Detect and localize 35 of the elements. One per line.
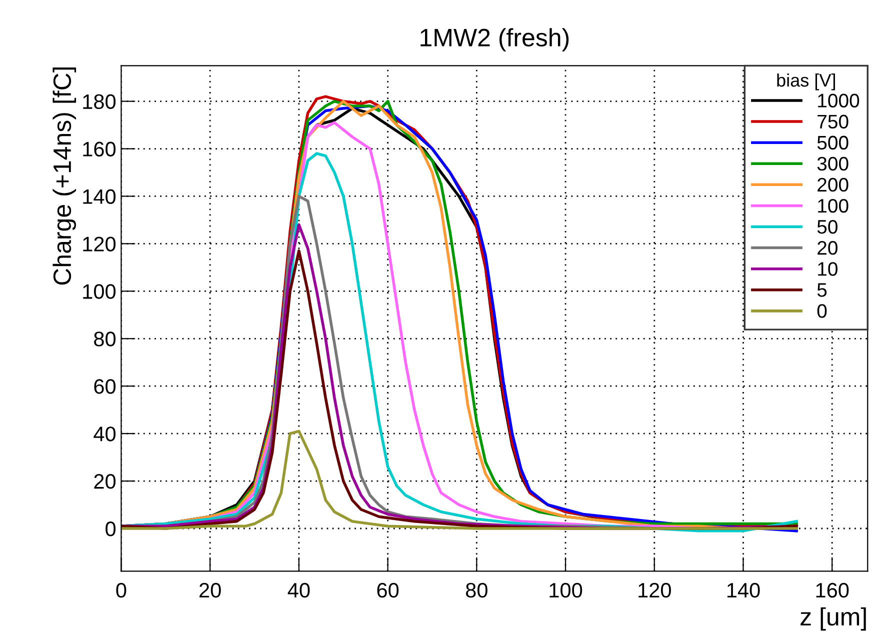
x-tick-label: 120 — [638, 582, 671, 598]
legend-label: 200 — [818, 178, 848, 192]
x-tick-label: 0 — [116, 582, 126, 598]
legend-label: 750 — [818, 114, 848, 129]
y-tick-label: 0 — [106, 522, 116, 536]
legend-label: 20 — [818, 241, 838, 255]
y-axis-title: Charge (+14ns) [fC] — [52, 67, 76, 285]
legend-label: 1000 — [818, 94, 860, 108]
line-series — [121, 430, 798, 530]
x-tick-label: 60 — [377, 582, 399, 598]
y-tick-label: 40 — [94, 426, 116, 442]
y-tick-label: 80 — [94, 332, 116, 346]
legend-label: 5 — [817, 283, 827, 297]
y-tick-label: 60 — [94, 379, 116, 394]
y-tick-label: 180 — [83, 94, 116, 110]
legend-label: 0 — [817, 304, 827, 318]
y-tick-label: 20 — [94, 474, 116, 489]
x-tick-label: 40 — [288, 582, 310, 598]
y-tick-label: 160 — [83, 142, 116, 157]
y-tick-label: 120 — [83, 236, 116, 252]
chart-title: 1MW2 (fresh) — [420, 28, 569, 52]
legend-label: 300 — [817, 156, 848, 171]
y-tick-label: 140 — [83, 189, 116, 204]
x-tick-label: 100 — [550, 582, 582, 598]
x-tick-label: 80 — [466, 582, 488, 598]
legend-label: 500 — [817, 136, 848, 150]
legend-label: 50 — [817, 220, 838, 234]
x-tick-label: 140 — [727, 582, 760, 598]
y-tick-label: 100 — [83, 284, 116, 299]
legend-label: 100 — [818, 198, 848, 213]
legend-title: bias [V] — [777, 73, 835, 90]
x-tick-label: 20 — [200, 582, 221, 598]
legend-label: 10 — [818, 262, 838, 276]
x-axis-title: z [um] — [800, 607, 866, 631]
x-tick-label: 160 — [816, 582, 849, 598]
